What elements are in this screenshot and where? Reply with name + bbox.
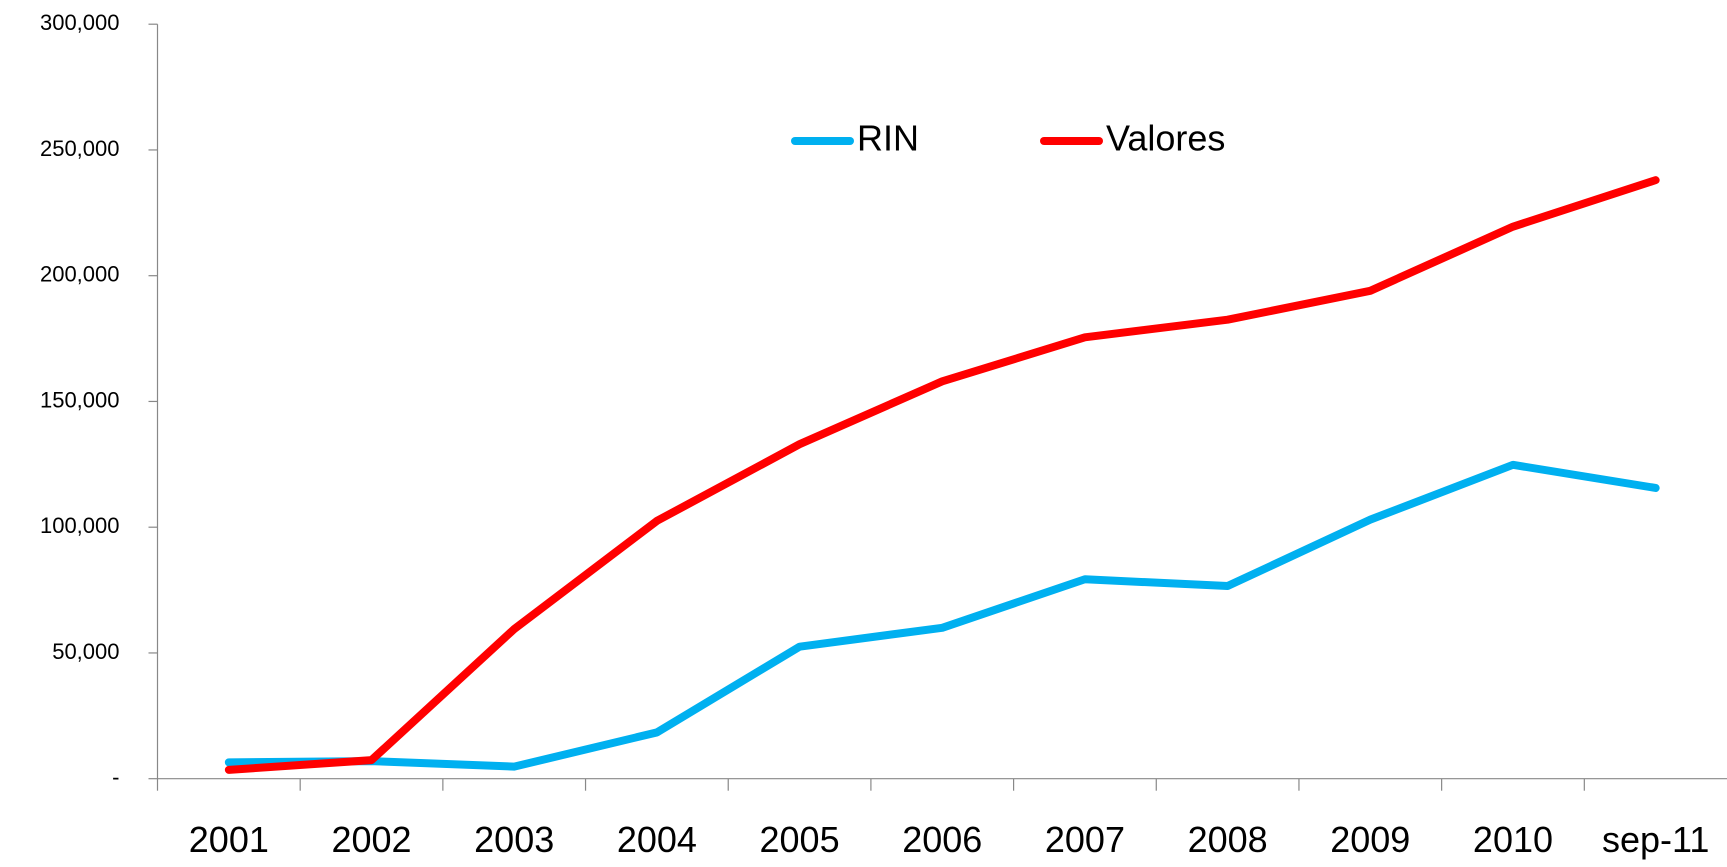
y-tick-label: 200,000: [40, 262, 120, 287]
x-tick-label: 2007: [1045, 819, 1125, 860]
x-tick-label: sep-11: [1602, 819, 1709, 860]
x-tick-label: 2003: [474, 819, 554, 860]
line-series: [224, 460, 1660, 771]
y-tick-label: 300,000: [40, 10, 120, 35]
x-tick-label: 2002: [331, 819, 411, 860]
y-tick-label: -: [112, 765, 119, 790]
y-tick-label: 150,000: [40, 387, 120, 412]
y-tick-label: 250,000: [40, 136, 120, 161]
y-tick-label: 100,000: [40, 513, 120, 538]
x-tick-label: 2004: [617, 819, 697, 860]
x-tick-label: 2009: [1330, 819, 1410, 860]
legend-label: RIN: [857, 118, 919, 159]
x-tick-label: 2005: [760, 819, 840, 860]
y-tick-label: 50,000: [52, 639, 119, 664]
x-tick-label: 2001: [189, 819, 269, 860]
line-series: [224, 176, 1660, 774]
x-tick-label: 2008: [1188, 819, 1268, 860]
x-tick-label: 2006: [902, 819, 982, 860]
x-tick-label: 2010: [1473, 819, 1553, 860]
legend-label: Valores: [1106, 118, 1225, 159]
